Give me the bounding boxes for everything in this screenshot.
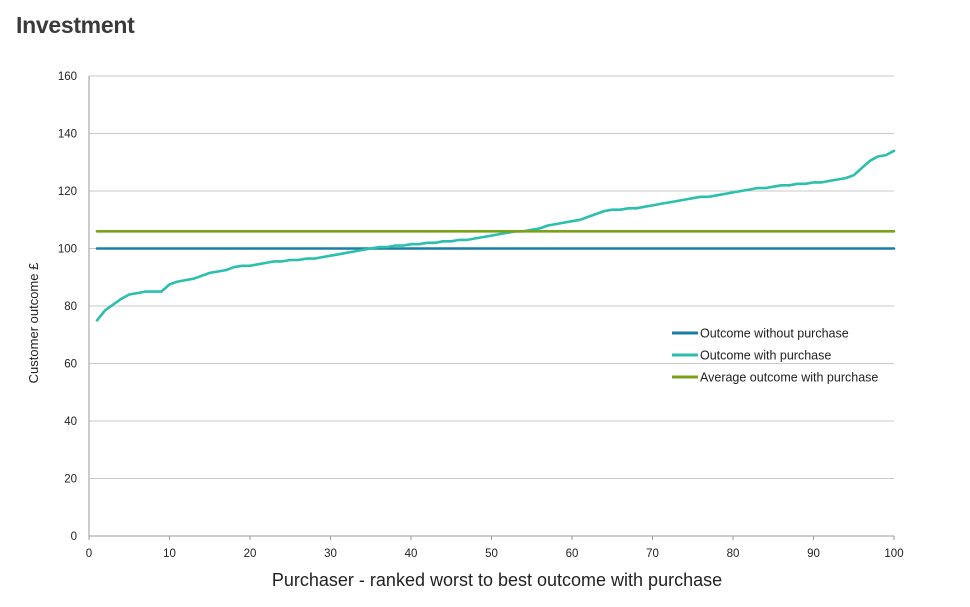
y-tick-label: 0 <box>71 531 77 543</box>
y-tick-label: 100 <box>58 244 77 256</box>
legend-label: Average outcome with purchase <box>700 371 878 385</box>
x-tick-label: 0 <box>86 548 92 560</box>
x-tick-label: 20 <box>244 548 257 560</box>
x-tick-label: 100 <box>884 548 903 560</box>
legend-label: Outcome with purchase <box>700 349 831 363</box>
y-axis-label: Customer outcome £ <box>26 262 41 383</box>
x-tick-label: 60 <box>566 548 579 560</box>
y-tick-labels: 0 20 40 60 80 100 120 140 160 <box>58 71 77 543</box>
x-tick-label: 30 <box>324 548 337 560</box>
y-tick-label: 160 <box>58 71 77 83</box>
y-tick-label: 40 <box>64 416 77 428</box>
y-tick-label: 60 <box>64 359 77 371</box>
y-tick-label: 20 <box>64 474 77 486</box>
x-tick-label: 80 <box>727 548 740 560</box>
x-tick-labels: 0 10 20 30 40 50 60 70 80 90 100 <box>86 548 904 560</box>
x-tick-label: 50 <box>485 548 498 560</box>
gridlines <box>89 75 894 479</box>
series-line-2 <box>95 149 896 322</box>
x-tick-label: 10 <box>163 548 176 560</box>
y-tick-label: 120 <box>58 186 77 198</box>
legend-label: Outcome without purchase <box>700 327 849 341</box>
series-lines <box>95 149 896 322</box>
x-tick-label: 70 <box>646 548 659 560</box>
legend: Outcome without purchase Outcome with pur… <box>672 327 878 385</box>
page-title: Investment <box>16 12 135 38</box>
y-tick-label: 140 <box>58 129 77 141</box>
x-tick-label: 40 <box>405 548 418 560</box>
axes <box>88 76 895 540</box>
y-tick-label: 80 <box>64 301 77 313</box>
x-tick-label: 90 <box>807 548 820 560</box>
x-axis-label: Purchaser - ranked worst to best outcome… <box>272 570 722 590</box>
